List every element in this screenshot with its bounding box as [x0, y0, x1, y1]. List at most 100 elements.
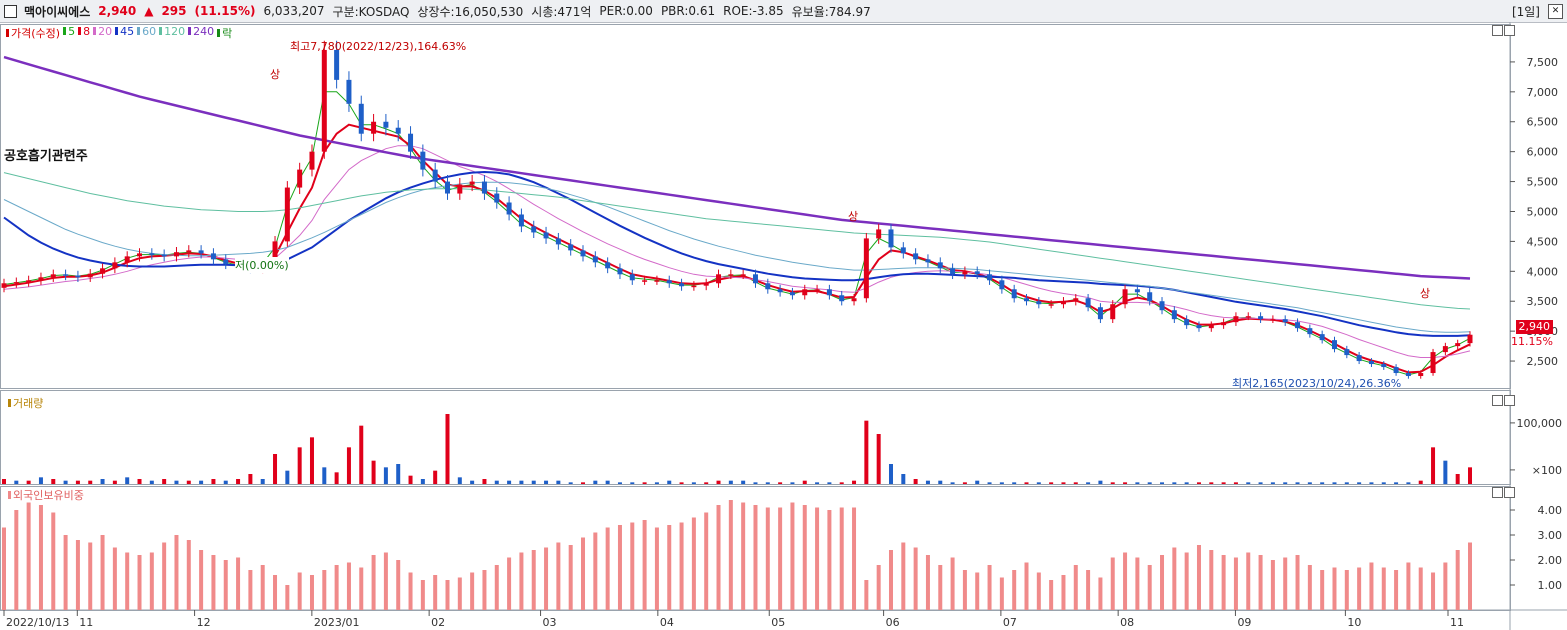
y-tick-label: 6,500 — [1527, 116, 1559, 129]
panel-maximize-icon[interactable] — [1504, 25, 1515, 36]
candle-body — [580, 250, 586, 257]
y-tick-label: 4,500 — [1527, 235, 1559, 248]
candle-body — [38, 277, 44, 281]
volume-bar — [445, 414, 450, 484]
candle-body — [297, 169, 303, 188]
volume-bar — [679, 482, 684, 484]
legend-item: 120 — [159, 25, 185, 41]
volume-bar — [1233, 482, 1238, 484]
candle-body — [100, 268, 106, 274]
foreign-bar — [1036, 572, 1041, 610]
foreign-bar — [519, 552, 524, 610]
volume-bar — [433, 470, 438, 484]
panel-maximize-icon[interactable] — [1504, 487, 1515, 498]
y-tick-label: 100,000 — [1517, 417, 1563, 430]
volume-bar — [420, 479, 425, 484]
candle-body — [605, 262, 611, 269]
legend-label: 120 — [164, 25, 186, 38]
volume-bar — [26, 480, 31, 484]
volume-bar — [790, 482, 795, 484]
candle-body — [63, 274, 69, 276]
foreign-bar — [260, 565, 265, 610]
candle-body — [974, 271, 980, 275]
foreign-bar — [359, 567, 364, 610]
legend-item: 45 — [115, 25, 134, 41]
foreign-bar — [901, 542, 906, 610]
foreign-bar — [125, 552, 130, 610]
foreign-bar — [913, 547, 918, 610]
legend-swatch — [159, 27, 163, 35]
legend-item: 가격(수정) — [6, 25, 60, 41]
panel-minimize-icon[interactable] — [1492, 395, 1503, 406]
candle-body — [1221, 322, 1227, 326]
legend-item: 8 — [78, 25, 90, 41]
y-tick-label: ×100 — [1532, 464, 1562, 477]
candle-body — [1134, 289, 1140, 293]
foreign-legend-label: 외국인보유비중 — [13, 489, 84, 502]
candle-body — [666, 280, 672, 284]
foreign-bar — [593, 532, 598, 610]
volume-bar — [667, 480, 672, 484]
volume-bar — [605, 480, 610, 484]
foreign-bar — [1369, 562, 1374, 610]
volume-bar — [864, 420, 869, 484]
volume-bar — [987, 482, 992, 484]
candle-body — [309, 151, 315, 170]
panel-maximize-icon[interactable] — [1504, 395, 1515, 406]
candle-body — [1233, 316, 1239, 323]
per-value: PER:0.00 — [599, 4, 653, 18]
volume-bar — [962, 482, 967, 484]
foreign-bar — [1270, 560, 1275, 610]
legend-swatch — [93, 27, 97, 35]
foreign-bar — [1344, 570, 1349, 610]
x-tick-label: 09 — [1237, 616, 1251, 629]
candle-body — [937, 262, 943, 269]
volume-bar — [1406, 482, 1411, 484]
foreign-bar — [63, 535, 68, 610]
period-selector[interactable]: [1일] — [1511, 5, 1540, 19]
candle-body — [457, 184, 463, 194]
y-tick-label: 5,000 — [1527, 205, 1559, 218]
candle-body — [876, 229, 882, 239]
volume-bar — [359, 425, 364, 484]
foreign-bar — [876, 565, 881, 610]
foreign-bar — [334, 565, 339, 610]
high-annotation: 최고7,780(2022/12/23),164.63% — [290, 40, 467, 53]
foreign-bar — [1320, 570, 1325, 610]
volume-bar — [938, 480, 943, 484]
volume-bar — [839, 482, 844, 484]
volume-bar — [1381, 482, 1386, 484]
foreign-bar — [186, 540, 191, 610]
foreign-bar — [420, 580, 425, 610]
panel-minimize-icon[interactable] — [1492, 487, 1503, 498]
current-price: 2,940 — [98, 4, 137, 18]
volume-bar — [396, 464, 401, 484]
candle-body — [321, 49, 327, 152]
volume-bar — [1295, 482, 1300, 484]
candle-body — [284, 187, 290, 242]
foreign-bar — [679, 522, 684, 610]
foreign-bar — [1307, 565, 1312, 610]
foreign-bar — [852, 507, 857, 610]
volume-bar — [617, 482, 622, 484]
foreign-swatch — [8, 491, 11, 499]
legend-swatch — [6, 29, 9, 37]
foreign-bar — [1258, 555, 1263, 610]
market-cap: 시총:471억 — [531, 4, 592, 19]
volume-bar — [975, 480, 980, 484]
close-icon[interactable]: ✕ — [1548, 4, 1563, 19]
y-tick-label: 4.00 — [1538, 504, 1563, 517]
candle-body — [839, 295, 845, 302]
candle-body — [555, 238, 561, 245]
select-checkbox[interactable] — [4, 4, 17, 18]
x-tick-label: 12 — [197, 616, 211, 629]
candle-body — [272, 241, 278, 263]
foreign-bar — [938, 565, 943, 610]
y-tick-label: 5,500 — [1527, 176, 1559, 189]
volume-bar — [1024, 482, 1029, 484]
y-tick-label: 3,500 — [1527, 295, 1559, 308]
foreign-bar — [1012, 570, 1017, 610]
volume-bar — [507, 480, 512, 484]
panel-minimize-icon[interactable] — [1492, 25, 1503, 36]
candle-body — [1393, 367, 1399, 374]
